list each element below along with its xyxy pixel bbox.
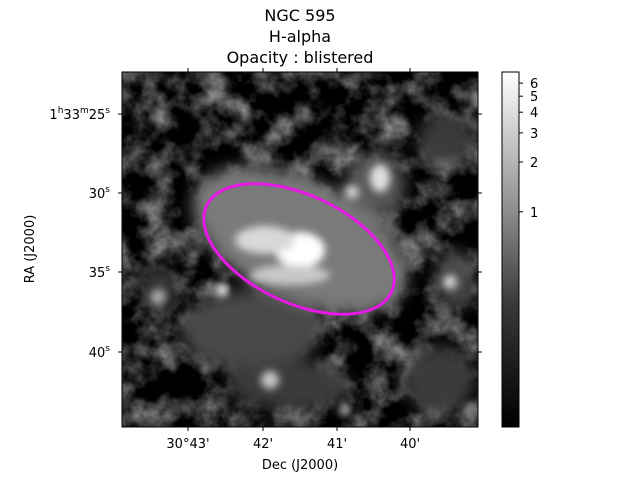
colorbar-ticks: 654 3 2 1 [519, 77, 538, 221]
y-tick-label: 30s [89, 185, 111, 202]
colorbar-tick-label: 1 [530, 206, 538, 221]
y-tick-label: 1h33m25s [49, 106, 110, 123]
y-tick-label: 40s [89, 344, 111, 361]
colorbar-tick-label: 5 [530, 90, 538, 105]
figure-title-opacity: Opacity : blistered [226, 48, 374, 67]
x-tick-label: 40' [400, 437, 420, 452]
y-tick-label: 35s [89, 264, 111, 281]
colorbar-tick-label: 6 [530, 77, 538, 92]
y-axis-label: RA (J2000) [23, 215, 38, 284]
colorbar-tick-label: 3 [530, 127, 538, 142]
figure-title-band: H-alpha [268, 27, 332, 46]
x-axis-label: Dec (J2000) [262, 458, 338, 473]
x-tick-label: 30°43' [166, 437, 209, 452]
colorbar-frame [501, 71, 520, 428]
nebula-image [122, 72, 478, 427]
colorbar [502, 72, 519, 427]
y-tick-marks [118, 113, 482, 353]
figure-title-object: NGC 595 [264, 6, 336, 25]
colorbar-tick-label: 4 [530, 106, 538, 121]
x-tick-marks [187, 68, 411, 431]
x-tick-label: 41' [327, 437, 347, 452]
x-tick-label: 42' [253, 437, 273, 452]
image-frame [121, 71, 479, 428]
region-ellipse [202, 182, 396, 316]
colorbar-tick-label: 2 [530, 156, 538, 171]
